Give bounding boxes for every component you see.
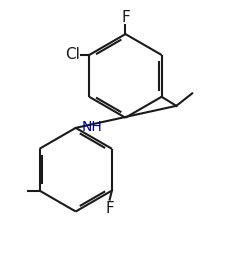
Text: NH: NH: [81, 120, 102, 134]
Text: F: F: [105, 201, 114, 216]
Text: F: F: [121, 10, 129, 25]
Text: Cl: Cl: [65, 47, 79, 62]
